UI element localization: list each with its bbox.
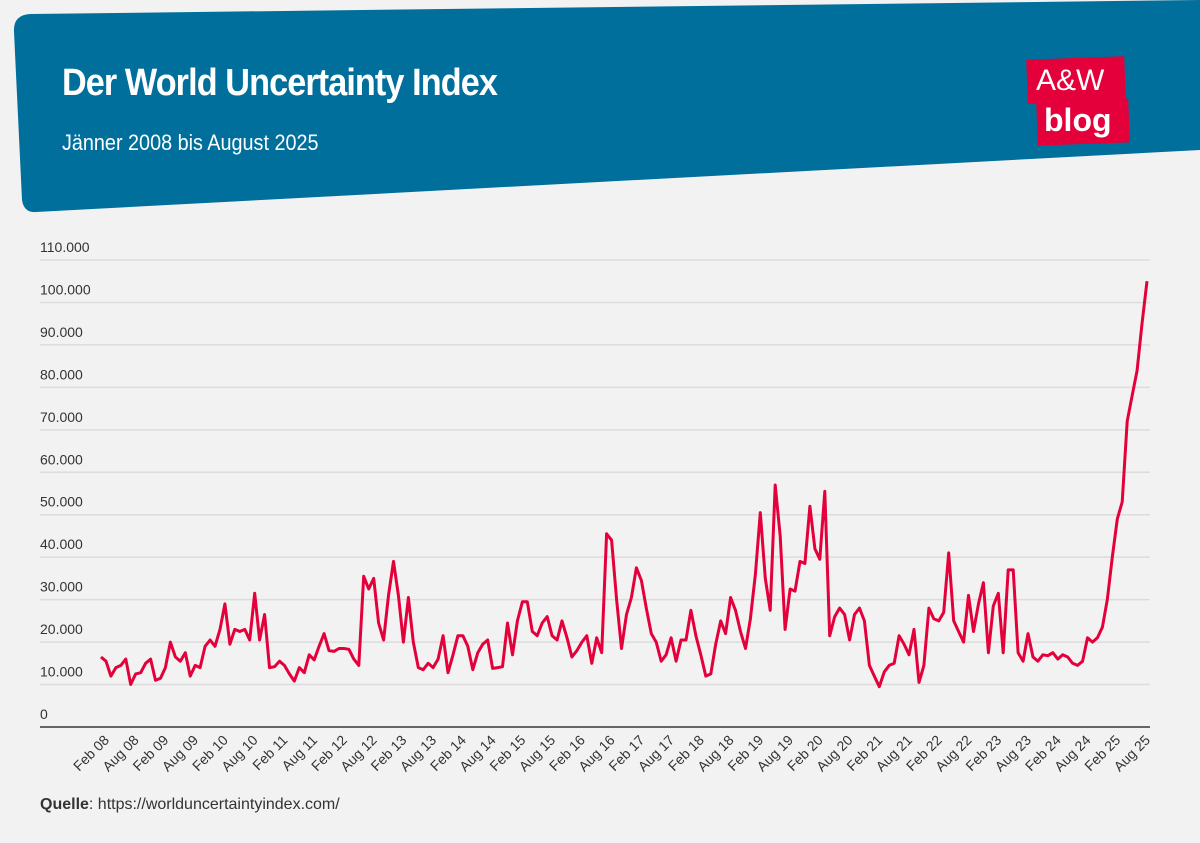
y-tick-label: 70.000 <box>40 409 83 425</box>
series-line <box>100 281 1149 689</box>
y-tick-label: 30.000 <box>40 579 83 595</box>
y-tick-label: 90.000 <box>40 324 83 340</box>
aw-blog-logo: A&W blog <box>1024 56 1134 146</box>
page-title: Der World Uncertainty Index <box>62 62 498 104</box>
y-tick-label: 60.000 <box>40 451 83 467</box>
page-subtitle: Jänner 2008 bis August 2025 <box>62 130 319 155</box>
logo-line2: blog <box>1044 102 1112 138</box>
y-tick-label: 20.000 <box>40 621 83 637</box>
y-tick-label: 110.000 <box>40 239 90 255</box>
y-tick-label: 80.000 <box>40 366 83 382</box>
y-tick-label: 0 <box>40 706 48 722</box>
y-tick-label: 10.000 <box>40 664 83 680</box>
source-url: : https://worlduncertaintyindex.com/ <box>88 796 340 813</box>
logo-line1: A&W <box>1036 64 1105 97</box>
y-tick-label: 50.000 <box>40 494 83 510</box>
source-note: Quelle: https://worlduncertaintyindex.co… <box>40 796 340 814</box>
y-tick-label: 40.000 <box>40 536 83 552</box>
header-background <box>13 0 1200 213</box>
source-label: Quelle <box>40 796 89 813</box>
y-tick-label: 100.000 <box>40 281 91 297</box>
header-band <box>13 0 1200 213</box>
